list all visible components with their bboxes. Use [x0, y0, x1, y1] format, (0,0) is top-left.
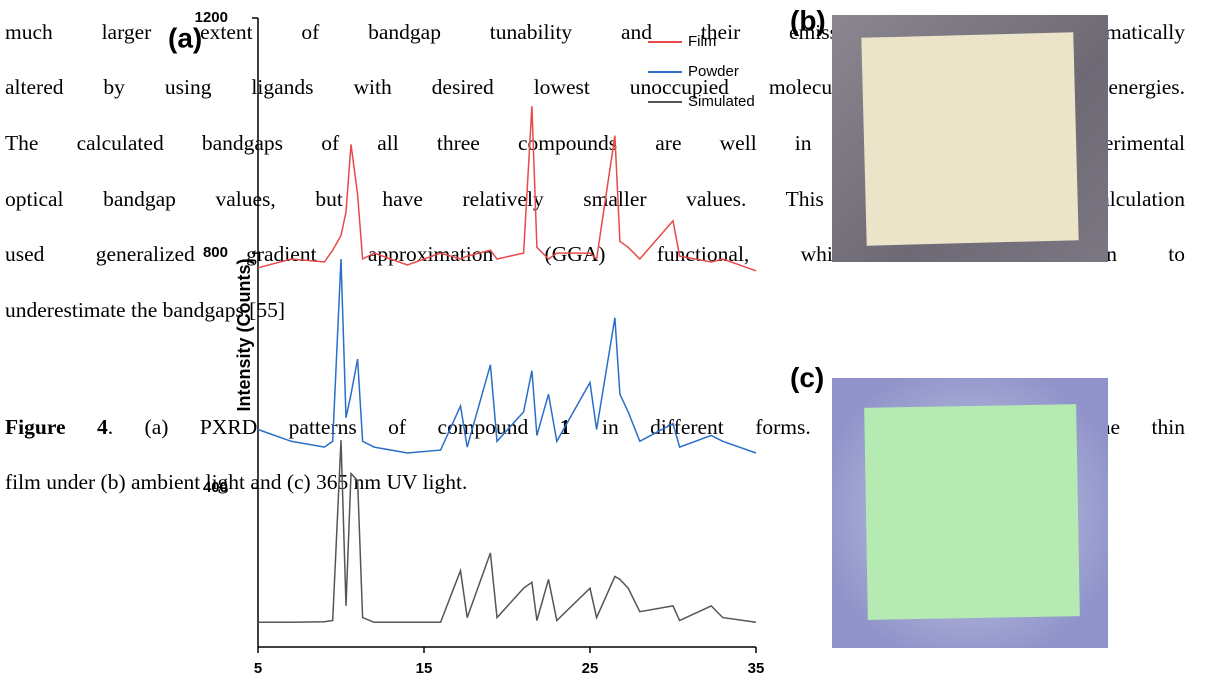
photo-ambient — [832, 15, 1108, 262]
y-tick-label: 800 — [203, 244, 228, 261]
caption-text: . (a) PXRD patterns of compound — [107, 415, 560, 439]
x-tick-label: 15 — [416, 660, 433, 677]
series-line — [257, 258, 757, 454]
legend-label: Powder — [688, 63, 739, 80]
x-tick-label: 25 — [582, 660, 599, 677]
y-tick-label: 1200 — [195, 9, 228, 26]
caption-label: Figure 4 — [5, 415, 108, 439]
panel-label: (b) — [790, 5, 826, 36]
x-tick-label: 5 — [254, 660, 262, 677]
x-tick-label: 35 — [748, 660, 765, 677]
series-line — [258, 440, 757, 624]
legend-label: Film — [688, 33, 716, 50]
series-line — [257, 106, 757, 272]
caption-line: film under (b) ambient light and (c) 365… — [5, 470, 468, 494]
y-axis-title: Intensity (Counts) — [234, 259, 254, 412]
y-tick-label: 400 — [203, 479, 228, 496]
panel-label: (c) — [790, 362, 825, 393]
panel-label: (a) — [168, 22, 202, 53]
legend-label: Simulated — [688, 93, 755, 110]
photo-uv — [832, 378, 1108, 648]
text-line: underestimate the bandgaps.[55] — [5, 298, 286, 322]
